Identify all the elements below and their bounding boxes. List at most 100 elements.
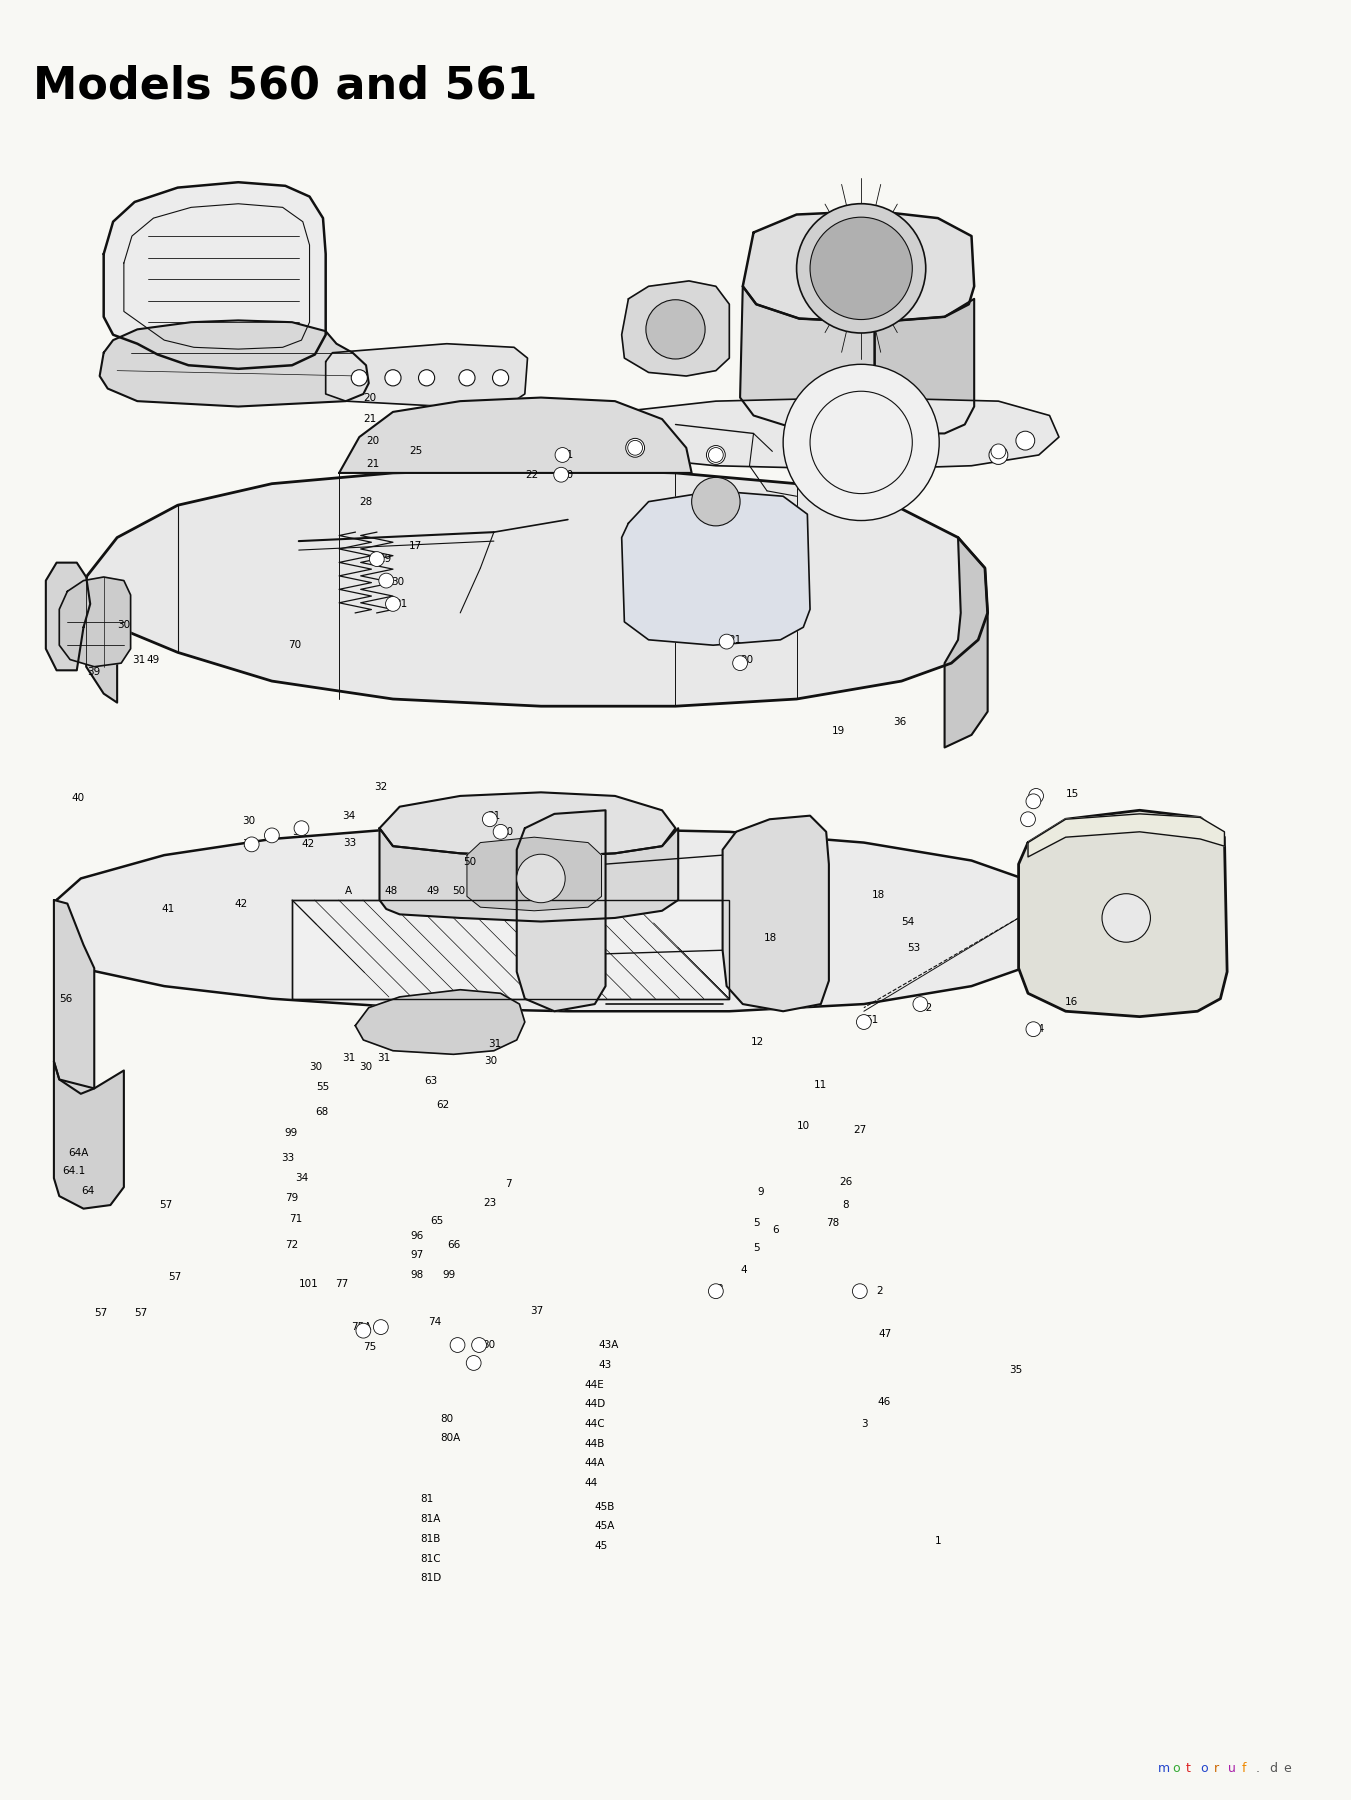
Text: 63: 63: [424, 1076, 438, 1085]
Circle shape: [555, 448, 570, 463]
Text: A: A: [345, 886, 351, 896]
Text: 77: 77: [335, 1280, 349, 1289]
Text: 57: 57: [159, 1201, 172, 1210]
Text: 78: 78: [827, 1219, 839, 1228]
Circle shape: [628, 441, 643, 455]
Text: 80A: 80A: [440, 1433, 461, 1444]
Text: 19: 19: [832, 727, 844, 736]
Text: 12: 12: [751, 1037, 765, 1048]
Text: 70: 70: [288, 641, 301, 650]
Text: 30: 30: [242, 815, 255, 826]
Circle shape: [245, 837, 259, 851]
Text: 97: 97: [411, 1251, 424, 1260]
Text: 47: 47: [878, 1328, 892, 1339]
Text: 81A: 81A: [420, 1514, 440, 1525]
Text: 27: 27: [852, 1125, 866, 1134]
Text: 4: 4: [740, 1265, 747, 1274]
Polygon shape: [1019, 810, 1227, 1017]
Circle shape: [732, 655, 747, 671]
Text: 30: 30: [242, 839, 255, 850]
Polygon shape: [743, 211, 974, 322]
Text: 46: 46: [877, 1397, 890, 1408]
Text: 57: 57: [95, 1309, 108, 1318]
Text: d: d: [1270, 1762, 1278, 1775]
Text: 18: 18: [765, 932, 778, 943]
Circle shape: [646, 301, 705, 358]
Text: 25: 25: [409, 446, 423, 457]
Text: 23: 23: [484, 1199, 496, 1208]
Text: 6: 6: [773, 1226, 780, 1235]
Text: 20: 20: [363, 392, 377, 403]
Text: 96: 96: [411, 1231, 424, 1240]
Polygon shape: [578, 398, 1059, 470]
Text: 5: 5: [754, 1244, 761, 1253]
Text: 42: 42: [234, 898, 247, 909]
Text: 79: 79: [285, 1193, 299, 1202]
Text: 31: 31: [292, 826, 305, 837]
Text: 31: 31: [377, 1053, 390, 1064]
Text: 71: 71: [289, 1215, 303, 1224]
Circle shape: [708, 1283, 723, 1298]
Circle shape: [797, 203, 925, 333]
Text: f: f: [1242, 1762, 1246, 1775]
Text: 36: 36: [893, 718, 907, 727]
Text: 68: 68: [315, 1107, 328, 1116]
Circle shape: [811, 218, 912, 320]
Text: 81: 81: [420, 1494, 434, 1505]
Circle shape: [378, 572, 393, 589]
Text: 10: 10: [797, 1121, 809, 1130]
Text: 64.1: 64.1: [62, 1166, 85, 1175]
Text: 16: 16: [1065, 997, 1078, 1008]
Text: 75: 75: [363, 1341, 377, 1352]
Circle shape: [626, 439, 644, 457]
Text: 3: 3: [716, 1285, 723, 1294]
Text: 31: 31: [265, 830, 278, 841]
Circle shape: [1025, 794, 1040, 808]
Text: 98: 98: [411, 1271, 424, 1280]
Circle shape: [1028, 788, 1043, 803]
Text: 14: 14: [1032, 1024, 1046, 1035]
Text: r: r: [1213, 1762, 1219, 1775]
Circle shape: [554, 468, 569, 482]
Text: 99: 99: [284, 1129, 297, 1138]
Text: 74: 74: [428, 1316, 442, 1327]
Text: 34: 34: [295, 1174, 308, 1183]
Text: t: t: [1186, 1762, 1190, 1775]
Text: 1: 1: [935, 1535, 942, 1546]
Text: 34: 34: [342, 810, 355, 821]
Text: 35: 35: [1009, 1364, 1023, 1375]
Circle shape: [419, 369, 435, 385]
Circle shape: [992, 445, 1005, 459]
Text: 45B: 45B: [594, 1501, 615, 1512]
Text: 31: 31: [450, 1339, 462, 1350]
Text: 30: 30: [482, 1339, 494, 1350]
Polygon shape: [54, 1062, 124, 1208]
Text: 11: 11: [815, 1080, 827, 1089]
Polygon shape: [467, 837, 601, 911]
Text: 30: 30: [501, 826, 513, 837]
Text: m: m: [1158, 1762, 1170, 1775]
Text: 45A: 45A: [594, 1521, 615, 1532]
Circle shape: [265, 828, 280, 842]
Text: 101: 101: [299, 1280, 319, 1289]
Circle shape: [516, 855, 565, 904]
Text: 65: 65: [431, 1217, 444, 1226]
Circle shape: [707, 446, 725, 464]
Text: 44C: 44C: [584, 1418, 605, 1429]
Circle shape: [471, 1337, 486, 1352]
Text: 21: 21: [366, 459, 380, 470]
Polygon shape: [326, 344, 527, 407]
Text: 21: 21: [363, 414, 377, 425]
Text: 21: 21: [559, 450, 573, 461]
Text: 20: 20: [740, 655, 754, 664]
Polygon shape: [100, 320, 369, 407]
Text: 72: 72: [285, 1240, 299, 1249]
Circle shape: [385, 596, 400, 612]
Text: 50: 50: [453, 886, 465, 896]
Bar: [292, 900, 730, 999]
Circle shape: [459, 369, 476, 385]
Text: o: o: [1200, 1762, 1208, 1775]
Text: 30: 30: [359, 1062, 373, 1071]
Circle shape: [1016, 432, 1035, 450]
Circle shape: [295, 821, 309, 835]
